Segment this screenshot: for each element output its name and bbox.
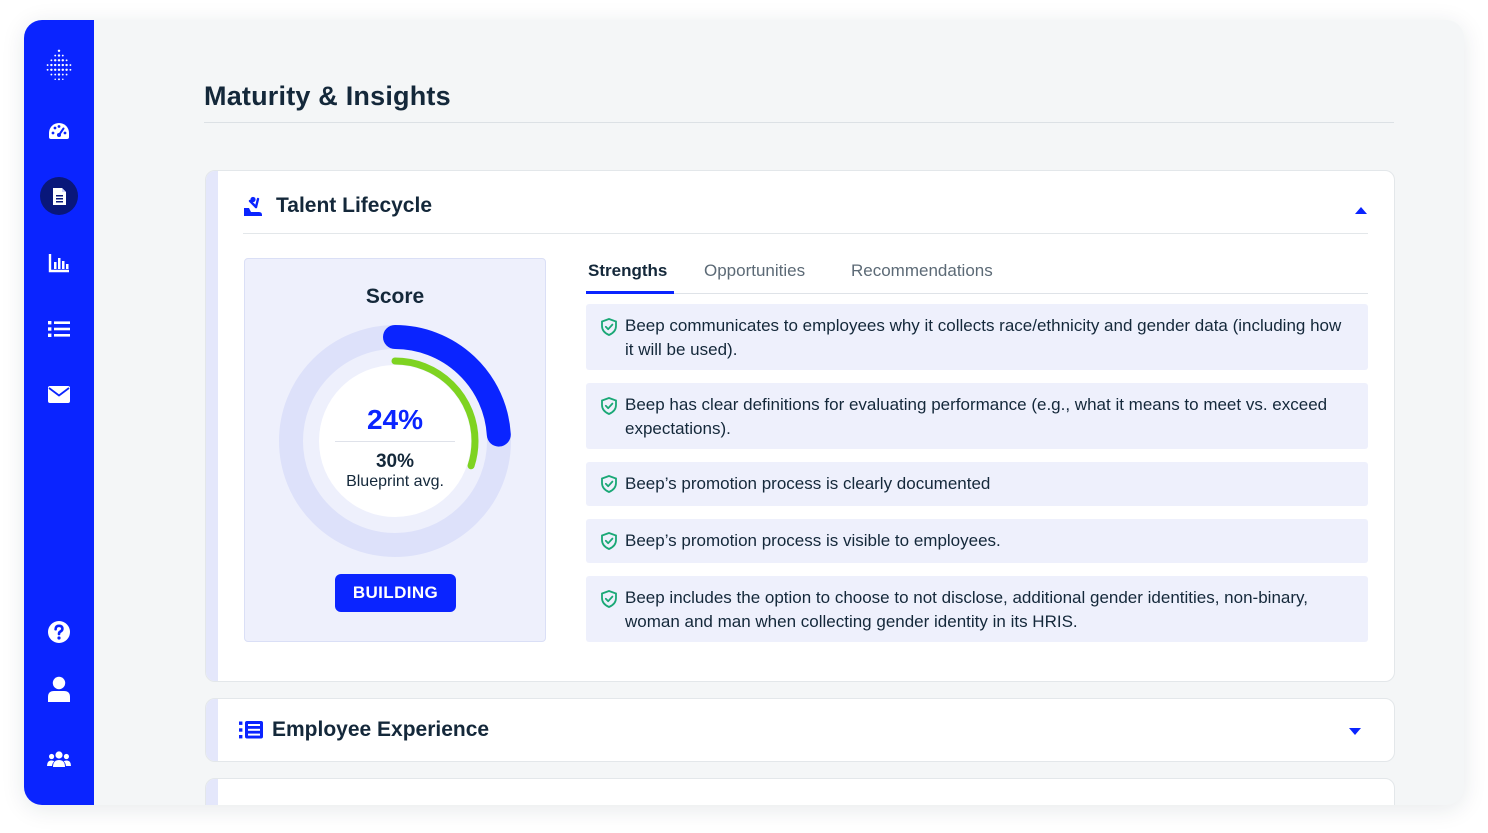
blueprint-avg-value: 30%: [375, 451, 415, 472]
active-tab-indicator: [586, 291, 674, 294]
maturity-level-badge: BUILDING: [335, 574, 456, 612]
strength-text: Beep communicates to employees why it co…: [625, 316, 1342, 359]
section-title: Talent Lifecycle: [276, 194, 433, 217]
shield-check-icon: [601, 397, 617, 420]
mail-icon[interactable]: [40, 375, 78, 413]
tab-strengths[interactable]: Strengths: [588, 261, 668, 280]
blueprint-avg-label: Blueprint avg.: [346, 473, 444, 490]
strength-text: Beep has clear definitions for evaluatin…: [625, 395, 1328, 438]
logo-icon[interactable]: [40, 47, 78, 85]
shield-check-icon: [601, 318, 617, 341]
app-window: Maturity & Insights Talent Lifecycle Sco…: [24, 20, 1464, 805]
list-item: Beep’s promotion process is visible to e…: [586, 519, 1368, 563]
score-label: Score: [365, 285, 425, 308]
tab-opportunities[interactable]: Opportunities: [704, 261, 806, 280]
section-title: Employee Experience: [272, 718, 490, 741]
team-icon[interactable]: [40, 739, 78, 777]
score-value: 24%: [366, 404, 424, 435]
talent-lifecycle-panel: Talent Lifecycle Score 24% 30% Blueprint…: [205, 170, 1395, 682]
panel-accent: [206, 171, 218, 681]
panel-header-divider: [243, 233, 1368, 234]
panel-accent: [206, 699, 218, 761]
strength-text: Beep includes the option to choose to no…: [625, 588, 1308, 631]
bar-chart-icon[interactable]: [40, 244, 78, 282]
score-arc: [279, 325, 511, 557]
strength-text: Beep’s promotion process is clearly docu…: [625, 474, 991, 493]
dashboard-gauge-icon[interactable]: [40, 112, 78, 150]
title-divider: [204, 122, 1394, 123]
score-divider: [335, 441, 455, 442]
tabs-divider: [586, 293, 1368, 294]
collapsed-panel[interactable]: [205, 778, 1395, 805]
blueprint-arc: [311, 357, 479, 525]
main-content: Maturity & Insights Talent Lifecycle Sco…: [94, 20, 1464, 805]
list-item: Beep has clear definitions for evaluatin…: [586, 383, 1368, 449]
expand-icon[interactable]: [1349, 728, 1361, 735]
shield-check-icon: [601, 475, 617, 498]
list-icon[interactable]: [40, 310, 78, 348]
strength-text: Beep’s promotion process is visible to e…: [625, 531, 1001, 550]
document-icon[interactable]: [40, 177, 78, 215]
panel-accent: [206, 779, 218, 805]
sidebar: [24, 20, 94, 805]
employee-experience-panel[interactable]: Employee Experience: [205, 698, 1395, 762]
page-title: Maturity & Insights: [204, 81, 451, 111]
score-card: Score 24% 30% Blueprint avg. BUILDING: [244, 258, 546, 642]
shield-check-icon: [601, 590, 617, 613]
tab-recommendations[interactable]: Recommendations: [851, 261, 993, 280]
list-item: Beep communicates to employees why it co…: [586, 304, 1368, 370]
talent-lifecycle-icon: [243, 196, 265, 222]
collapse-icon[interactable]: [1355, 207, 1367, 214]
help-icon[interactable]: [40, 613, 78, 651]
shield-check-icon: [601, 532, 617, 555]
employee-experience-icon: [239, 721, 263, 744]
user-icon[interactable]: [40, 670, 78, 708]
list-item: Beep’s promotion process is clearly docu…: [586, 462, 1368, 506]
list-item: Beep includes the option to choose to no…: [586, 576, 1368, 642]
